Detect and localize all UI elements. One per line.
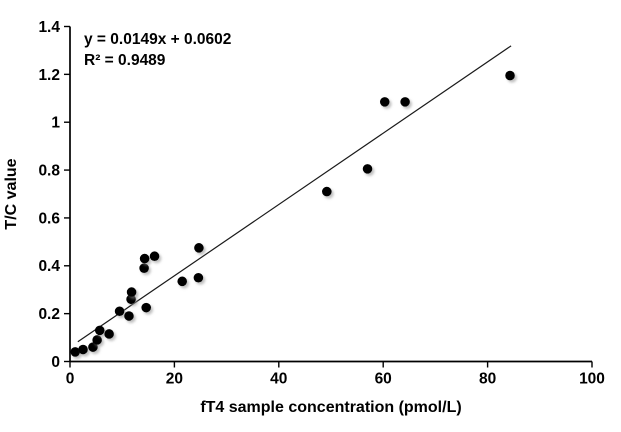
scatter-point bbox=[141, 302, 152, 313]
y-tick-label: 0.4 bbox=[38, 258, 60, 275]
plot-layer bbox=[70, 45, 515, 357]
scatter-point bbox=[177, 276, 188, 287]
scatter-point bbox=[104, 329, 114, 339]
scatter-point bbox=[193, 272, 204, 283]
scatter-point bbox=[92, 335, 102, 345]
y-tick-label: 0.6 bbox=[38, 210, 60, 227]
scatter-point bbox=[505, 70, 515, 81]
scatter-point bbox=[362, 164, 373, 174]
scatter-point bbox=[149, 251, 160, 262]
y-tick-label: 1.2 bbox=[38, 67, 60, 84]
annotation-equation: y = 0.0149x + 0.0602 bbox=[84, 31, 231, 48]
x-tick-label: 100 bbox=[579, 371, 605, 388]
y-tick-label: 1 bbox=[51, 115, 60, 132]
scatter-point bbox=[126, 294, 136, 305]
scatter-point bbox=[126, 287, 137, 297]
scatter-point bbox=[139, 263, 149, 273]
scatter-point bbox=[379, 97, 390, 107]
scatter-point bbox=[139, 253, 150, 264]
annotation-r-squared: R² = 0.9489 bbox=[84, 52, 166, 69]
scatter-point bbox=[94, 325, 105, 336]
x-tick-label: 60 bbox=[375, 371, 392, 388]
scatter-point bbox=[88, 342, 98, 352]
scatter-point bbox=[322, 186, 332, 197]
x-tick-label: 20 bbox=[166, 371, 183, 388]
x-tick-label: 0 bbox=[66, 371, 75, 388]
y-tick-label: 1.4 bbox=[38, 19, 60, 36]
y-tick-label: 0.2 bbox=[38, 306, 60, 323]
y-tick-label: 0.8 bbox=[38, 162, 60, 179]
scatter-point bbox=[70, 347, 81, 357]
scatter-point bbox=[400, 97, 410, 107]
y-axis-label: T/C value bbox=[3, 158, 20, 229]
x-tick-label: 40 bbox=[270, 371, 287, 388]
trendline bbox=[77, 45, 512, 343]
scatter-point bbox=[78, 344, 88, 355]
x-tick-label: 80 bbox=[479, 371, 496, 388]
scatter-point bbox=[124, 311, 134, 321]
axes-layer: 0 20 40 60 80 100 0 0.2 0.4 0.6 0.8 1 1.2 1.4 bbox=[38, 19, 605, 388]
x-axis-label: fT4 sample concentration (pmol/L) bbox=[200, 399, 461, 416]
scatter-point bbox=[114, 306, 125, 317]
scatter-point bbox=[194, 243, 204, 253]
y-tick-label: 0 bbox=[51, 354, 60, 371]
